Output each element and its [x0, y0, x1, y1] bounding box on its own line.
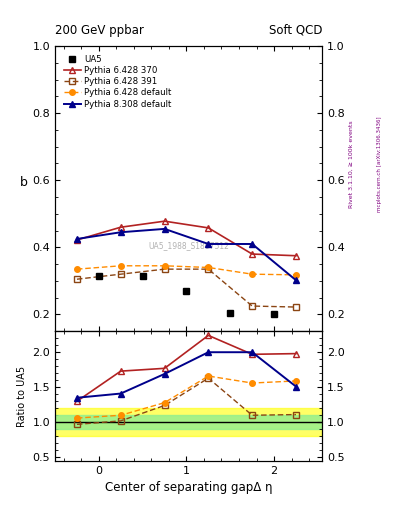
Line: Pythia 6.428 default: Pythia 6.428 default [74, 263, 299, 278]
Pythia 8.308 default [162, 226, 167, 232]
Pythia 8.308 default [206, 241, 211, 247]
Pythia 6.428 391 [250, 303, 255, 309]
Pythia 6.428 default [250, 271, 255, 278]
UA5 [272, 311, 276, 317]
Pythia 6.428 370 [162, 218, 167, 224]
Line: Pythia 6.428 391: Pythia 6.428 391 [74, 266, 299, 310]
Text: UA5_1988_S1867512: UA5_1988_S1867512 [148, 241, 229, 250]
Line: UA5: UA5 [96, 273, 277, 317]
Pythia 8.308 default [118, 229, 123, 236]
Pythia 6.428 391 [75, 276, 79, 282]
UA5 [96, 273, 101, 279]
Pythia 6.428 370 [118, 224, 123, 230]
Pythia 6.428 391 [294, 304, 298, 310]
X-axis label: Center of separating gapΔ η: Center of separating gapΔ η [105, 481, 272, 494]
Y-axis label: Ratio to UA5: Ratio to UA5 [17, 366, 27, 426]
UA5 [228, 310, 233, 316]
Pythia 8.308 default [250, 241, 255, 247]
Y-axis label: b: b [20, 176, 28, 188]
Pythia 6.428 default [294, 272, 298, 278]
Text: Rivet 3.1.10, ≥ 100k events: Rivet 3.1.10, ≥ 100k events [349, 120, 354, 208]
Text: Soft QCD: Soft QCD [269, 24, 322, 37]
Bar [55, 408, 322, 436]
Pythia 6.428 391 [206, 266, 211, 272]
Pythia 6.428 default [118, 263, 123, 269]
Pythia 8.308 default [294, 277, 298, 283]
Pythia 6.428 370 [206, 225, 211, 231]
Pythia 6.428 default [162, 263, 167, 269]
Pythia 6.428 391 [118, 271, 123, 278]
Line: Pythia 8.308 default: Pythia 8.308 default [74, 226, 299, 283]
Legend: UA5, Pythia 6.428 370, Pythia 6.428 391, Pythia 6.428 default, Pythia 8.308 defa: UA5, Pythia 6.428 370, Pythia 6.428 391,… [60, 52, 175, 112]
UA5 [140, 273, 145, 279]
Pythia 6.428 391 [162, 266, 167, 272]
UA5 [184, 288, 189, 294]
Bar [55, 415, 322, 429]
Pythia 6.428 370 [294, 252, 298, 259]
Pythia 6.428 370 [75, 237, 79, 243]
Line: Pythia 6.428 370: Pythia 6.428 370 [74, 218, 299, 259]
Pythia 8.308 default [75, 236, 79, 242]
Pythia 6.428 370 [250, 251, 255, 257]
Pythia 6.428 default [75, 266, 79, 272]
Text: mcplots.cern.ch [arXiv:1306.3436]: mcplots.cern.ch [arXiv:1306.3436] [377, 116, 382, 211]
Text: 200 GeV ppbar: 200 GeV ppbar [55, 24, 144, 37]
Pythia 6.428 default [206, 264, 211, 270]
